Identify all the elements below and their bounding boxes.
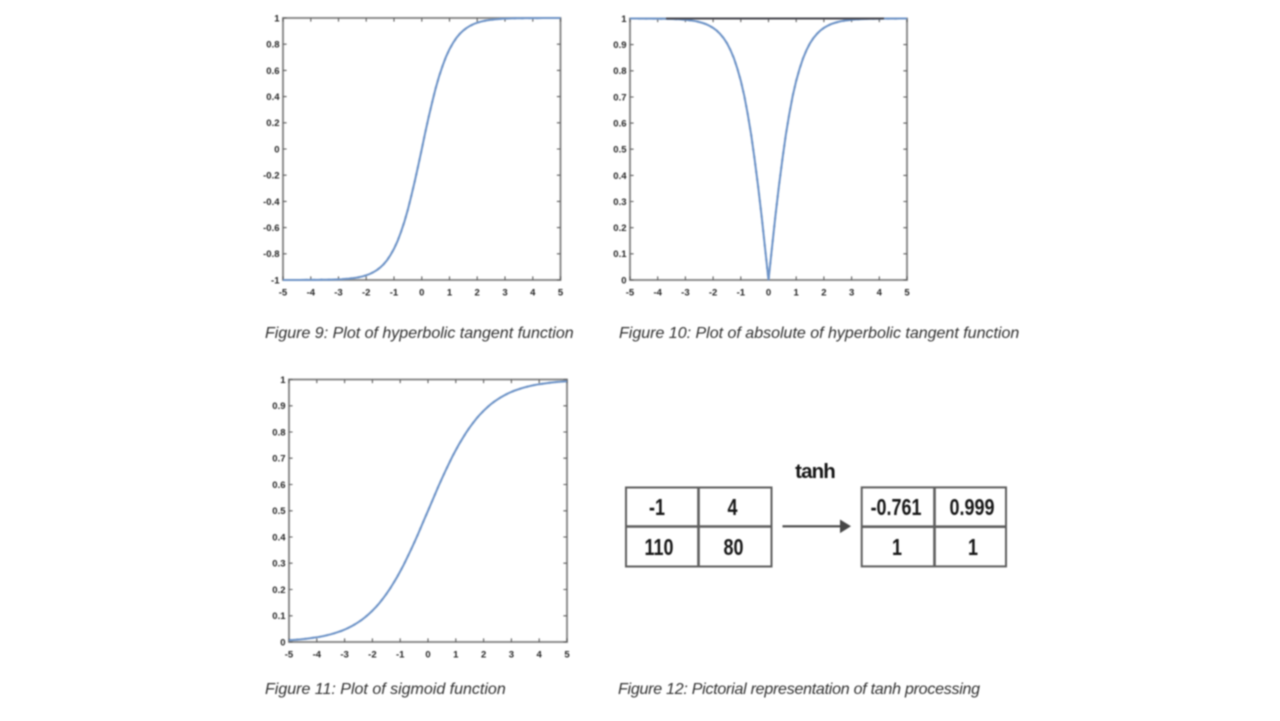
- svg-text:-1: -1: [396, 650, 405, 661]
- svg-text:0.9: 0.9: [613, 40, 626, 51]
- svg-text:-2: -2: [368, 650, 376, 661]
- svg-text:0.8: 0.8: [266, 40, 279, 51]
- svg-text:1: 1: [621, 14, 627, 25]
- svg-text:3: 3: [509, 650, 514, 661]
- svg-text:1: 1: [274, 13, 280, 24]
- svg-text:0.8: 0.8: [613, 66, 626, 77]
- svg-text:1: 1: [447, 288, 453, 299]
- svg-text:0.8: 0.8: [272, 427, 285, 438]
- svg-text:0.2: 0.2: [613, 223, 626, 234]
- svg-text:5: 5: [564, 650, 570, 661]
- svg-text:-3: -3: [334, 288, 342, 299]
- svg-text:3: 3: [849, 288, 854, 299]
- svg-text:4: 4: [877, 288, 883, 299]
- svg-text:-1: -1: [271, 275, 280, 286]
- svg-text:-3: -3: [681, 288, 689, 299]
- svg-text:0: 0: [766, 288, 771, 299]
- svg-text:5: 5: [558, 288, 564, 299]
- svg-text:0.3: 0.3: [613, 197, 626, 208]
- svg-text:0: 0: [419, 288, 424, 299]
- svg-text:0.7: 0.7: [613, 92, 626, 103]
- svg-text:0: 0: [621, 275, 626, 286]
- svg-text:1: 1: [453, 650, 459, 661]
- svg-text:0.5: 0.5: [613, 145, 627, 156]
- svg-text:0: 0: [425, 650, 430, 661]
- svg-text:0.1: 0.1: [613, 249, 627, 260]
- svg-text:0: 0: [274, 144, 279, 155]
- svg-text:0.6: 0.6: [266, 66, 279, 77]
- svg-text:0.2: 0.2: [272, 585, 285, 596]
- svg-text:-0.8: -0.8: [263, 249, 279, 260]
- svg-text:-4: -4: [313, 650, 322, 661]
- svg-text:0.5: 0.5: [272, 506, 286, 517]
- svg-text:3: 3: [502, 288, 507, 299]
- svg-text:4: 4: [537, 650, 543, 661]
- svg-text:-5: -5: [279, 288, 288, 299]
- svg-text:0: 0: [280, 637, 285, 648]
- svg-text:-0.2: -0.2: [263, 171, 279, 182]
- svg-text:-5: -5: [285, 650, 294, 661]
- svg-text:-4: -4: [653, 288, 662, 299]
- svg-text:-5: -5: [626, 288, 635, 299]
- svg-text:-1: -1: [737, 288, 746, 299]
- svg-text:2: 2: [821, 288, 826, 299]
- svg-text:0.9: 0.9: [272, 401, 285, 412]
- svg-text:2: 2: [481, 650, 486, 661]
- svg-text:0.4: 0.4: [266, 92, 280, 103]
- svg-text:-0.4: -0.4: [263, 197, 280, 208]
- svg-text:1: 1: [280, 375, 286, 386]
- svg-text:-0.6: -0.6: [263, 223, 279, 234]
- svg-text:-1: -1: [390, 288, 399, 299]
- svg-text:0.6: 0.6: [272, 480, 285, 491]
- svg-text:0.4: 0.4: [613, 171, 627, 182]
- svg-text:-4: -4: [307, 288, 316, 299]
- svg-text:1: 1: [794, 288, 800, 299]
- svg-text:-3: -3: [340, 650, 348, 661]
- svg-text:0.2: 0.2: [266, 118, 279, 129]
- svg-text:0.6: 0.6: [613, 119, 626, 130]
- svg-text:4: 4: [530, 288, 536, 299]
- svg-text:0.4: 0.4: [272, 532, 286, 543]
- svg-text:0.7: 0.7: [272, 454, 285, 465]
- svg-text:5: 5: [904, 288, 910, 299]
- svg-text:0.1: 0.1: [272, 611, 286, 622]
- svg-text:0.3: 0.3: [272, 559, 285, 570]
- svg-text:2: 2: [475, 288, 480, 299]
- svg-text:-2: -2: [362, 288, 370, 299]
- svg-text:-2: -2: [709, 288, 717, 299]
